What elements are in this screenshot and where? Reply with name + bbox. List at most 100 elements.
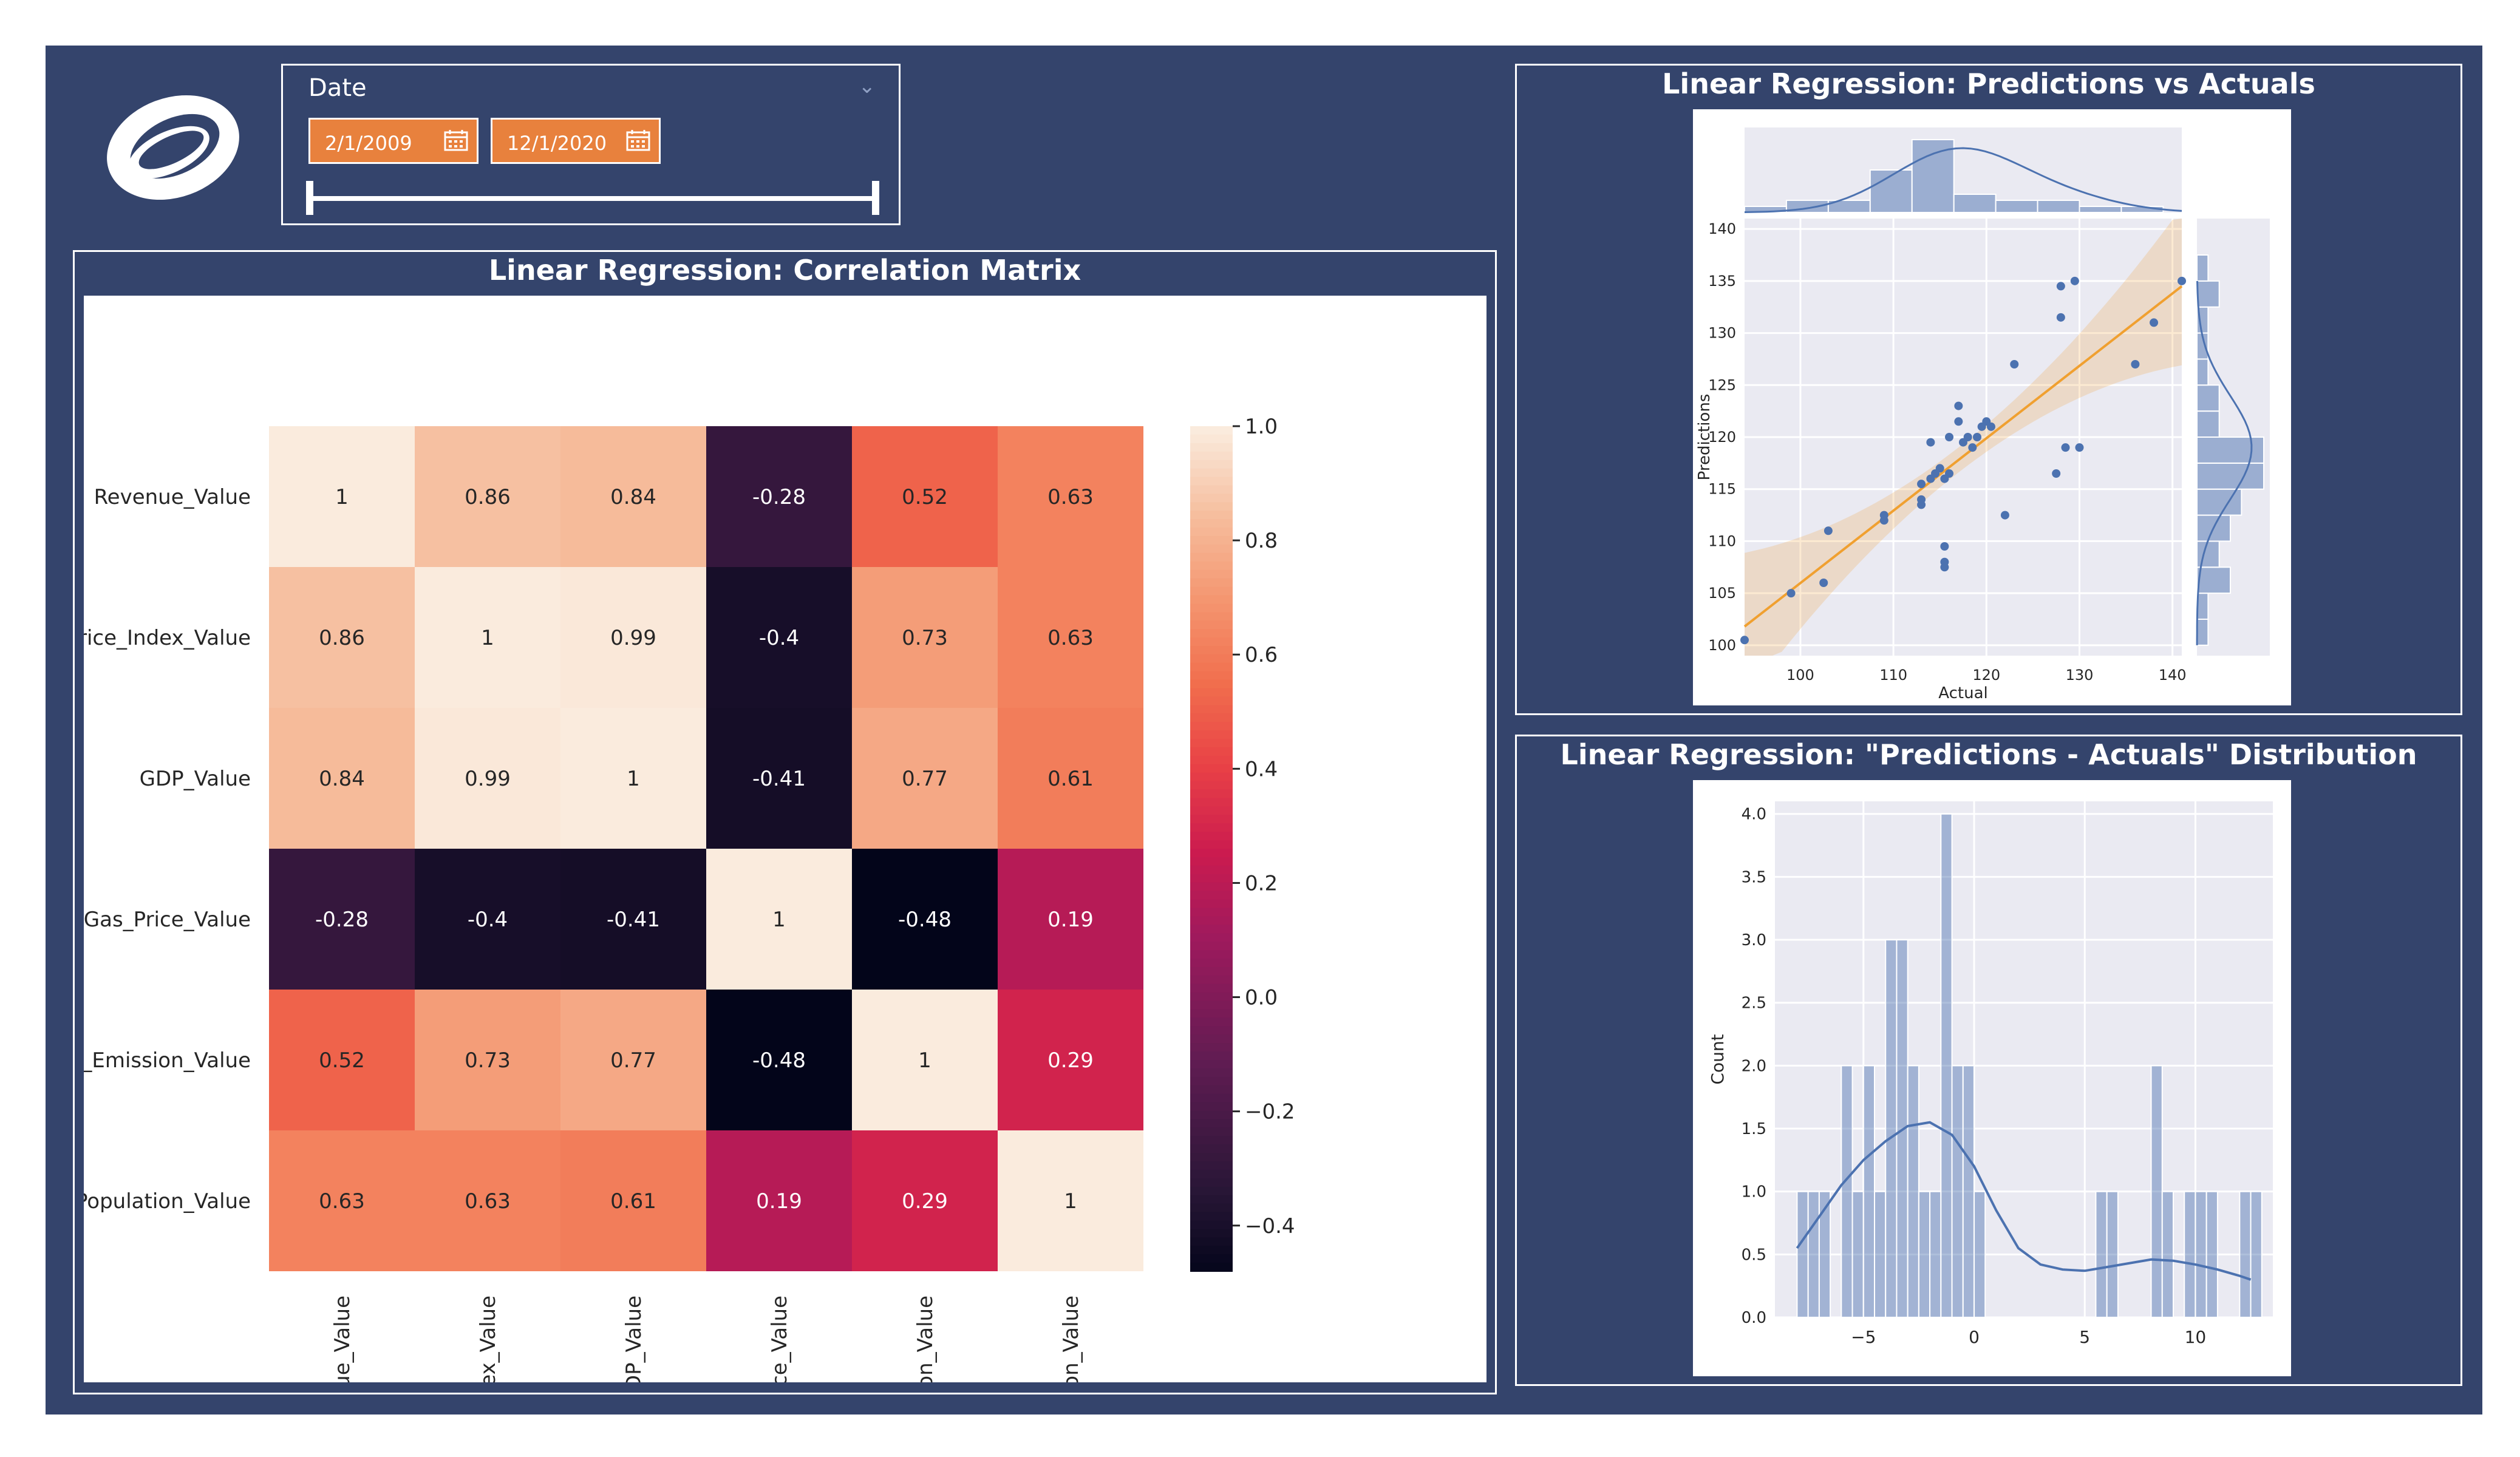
heatmap-row-label: rice_Index_Value <box>84 626 251 650</box>
scatter-point <box>2150 318 2159 327</box>
end-date-input[interactable]: 12/1/2020 <box>491 118 661 164</box>
heatmap-cell <box>269 990 415 1130</box>
colorbar-segment <box>1190 1144 1233 1154</box>
marginal-y-bar <box>2196 436 2264 464</box>
heatmap-cell-label: 1 <box>772 908 786 932</box>
marginal-x-bar <box>1953 194 1997 213</box>
heatmap-cell-label: 0.19 <box>1047 908 1094 932</box>
colorbar-tick-label: 0.0 <box>1245 986 1278 1010</box>
range-start-handle[interactable] <box>306 181 313 215</box>
colorbar-segment <box>1190 1136 1233 1146</box>
histogram-bar <box>2161 1190 2174 1318</box>
colorbar-segment <box>1190 764 1233 773</box>
marginal-y-bar <box>2196 384 2220 412</box>
y-tick-label: 110 <box>1708 532 1736 549</box>
scatter-point <box>2056 313 2065 322</box>
start-date-value: 2/1/2009 <box>325 132 412 155</box>
colorbar-segment <box>1190 1237 1233 1247</box>
heatmap-cell <box>998 990 1143 1130</box>
heatmap-cell <box>269 708 415 849</box>
colorbar-segment <box>1190 849 1233 858</box>
y-tick-label: 135 <box>1708 273 1736 290</box>
heatmap-cell-label: -0.48 <box>752 1048 806 1073</box>
x-tick-label: 120 <box>1972 667 2000 684</box>
scatter-point <box>1935 464 1944 473</box>
histogram-bar <box>2184 1190 2196 1318</box>
colorbar-segment <box>1190 798 1233 807</box>
start-date-input[interactable]: 2/1/2009 <box>308 118 478 164</box>
range-end-handle[interactable] <box>872 181 879 215</box>
date-slicer[interactable]: Date ⌄ 2/1/2009 12/1/2020 <box>281 64 901 225</box>
colorbar-tick-label: 0.8 <box>1245 529 1278 553</box>
heatmap-cell-label: 0.84 <box>610 485 656 509</box>
heatmap-cell <box>706 849 852 990</box>
colorbar-segment <box>1190 671 1233 681</box>
heatmap-col-label: nue_Value <box>330 1296 355 1382</box>
marginal-x-kde <box>1744 147 2182 213</box>
scatter-point <box>2061 443 2070 452</box>
heatmap-cell-label: 1 <box>918 1048 931 1073</box>
colorbar-segment <box>1190 755 1233 765</box>
colorbar-segment <box>1190 434 1233 444</box>
colorbar-segment <box>1190 1068 1233 1078</box>
heatmap-cell-label: 0.86 <box>319 626 365 650</box>
scatter-point <box>1786 589 1796 598</box>
chevron-down-icon[interactable]: ⌄ <box>858 74 876 98</box>
heatmap-cell-label: -0.41 <box>607 908 660 932</box>
marginal-x-bar <box>1869 169 1913 213</box>
histogram-bar <box>2095 1190 2108 1318</box>
heatmap-cell-label: -0.41 <box>752 767 806 791</box>
histogram-area: 0.0 0.5 1.0 1.5 2.0 2.5 3.0 3.5 4.0 −5 0 5 10 Count <box>1693 780 2291 1376</box>
marginal-y-bar <box>2196 566 2231 594</box>
scatter-point <box>1879 511 1888 520</box>
scatter-point <box>2056 282 2065 291</box>
marginal-y-bar <box>2196 619 2209 646</box>
heatmap-cell <box>560 708 706 849</box>
colorbar-segment <box>1190 950 1233 959</box>
y-tick-label: 0.0 <box>1742 1309 1766 1327</box>
colorbar-segment <box>1190 654 1233 664</box>
histogram-bar <box>2205 1190 2218 1318</box>
colorbar-segment <box>1190 815 1233 824</box>
colorbar-segment <box>1190 1026 1233 1036</box>
predictions-vs-actuals-panel: Linear Regression: Predictions vs Actual… <box>1515 64 2462 715</box>
heatmap-cell-label: 0.77 <box>902 767 948 791</box>
histogram-bar <box>2150 1065 2163 1318</box>
scatter-point <box>1954 417 1963 426</box>
colorbar-segment <box>1190 1119 1233 1129</box>
colorbar-tick-label: −0.2 <box>1245 1100 1295 1124</box>
heatmap-cell-label: -0.4 <box>468 908 508 932</box>
scatter-point <box>1986 422 1995 431</box>
heatmap-cell <box>415 1130 560 1271</box>
heatmap-cell-label: 1 <box>481 626 494 650</box>
x-tick-label: 130 <box>2066 667 2094 684</box>
x-tick-label: 100 <box>1786 667 1814 684</box>
heatmap-row-label: _Emission_Value <box>84 1048 251 1073</box>
colorbar-segment <box>1190 552 1233 562</box>
histogram-bar <box>2250 1190 2263 1318</box>
date-range-track[interactable] <box>308 196 878 201</box>
histogram-bar <box>1929 1190 1942 1318</box>
scatter-point <box>1945 469 1954 478</box>
colorbar-segment <box>1190 544 1233 554</box>
colorbar-segment <box>1190 645 1233 655</box>
heatmap-cell <box>269 567 415 708</box>
heatmap-cell-label: 0.99 <box>610 626 656 650</box>
correlation-matrix-panel: Linear Regression: Correlation Matrix 1 0… <box>73 250 1497 1415</box>
colorbar-segment <box>1190 772 1233 782</box>
colorbar-segment <box>1190 942 1233 951</box>
calendar-icon[interactable] <box>626 129 650 151</box>
heatmap-cell <box>415 567 560 708</box>
jointplot-area: 100 110 120 130 140 100 105 110 115 120 125 130 135 1… <box>1693 109 2291 705</box>
end-date-value: 12/1/2020 <box>507 132 607 155</box>
colorbar-tick-label: 0.2 <box>1245 871 1278 895</box>
colorbar-segment <box>1190 460 1233 469</box>
histogram-bar <box>1951 1065 1964 1318</box>
colorbar-segment <box>1190 679 1233 689</box>
colorbar-segment <box>1190 485 1233 495</box>
calendar-icon[interactable] <box>444 129 468 151</box>
histogram-bar <box>1907 1065 1919 1318</box>
colorbar-segment <box>1190 1085 1233 1095</box>
colorbar-segment <box>1190 874 1233 883</box>
heatmap-cell-label: -0.48 <box>898 908 952 932</box>
